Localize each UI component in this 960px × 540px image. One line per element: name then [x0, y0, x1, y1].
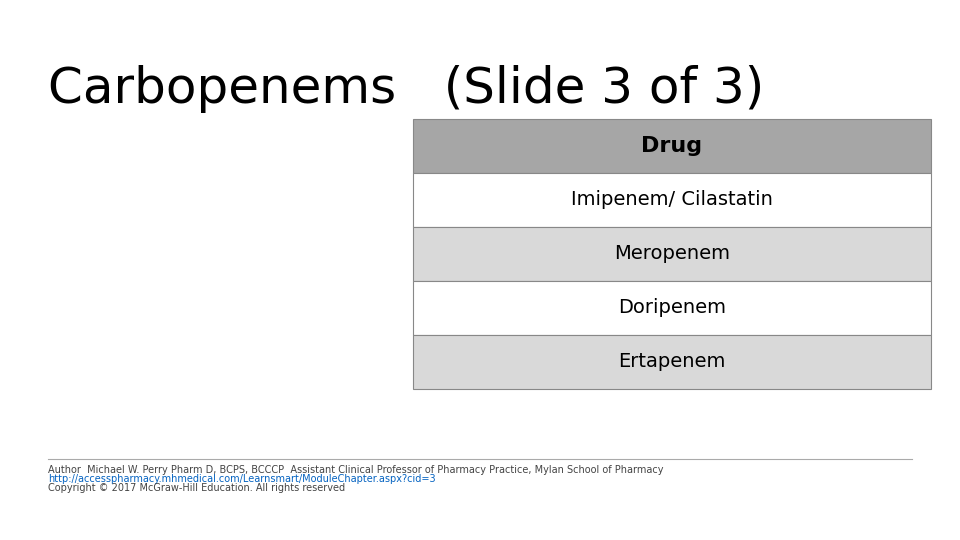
Text: Imipenem/ Cilastatin: Imipenem/ Cilastatin [571, 190, 773, 210]
Text: Ertapenem: Ertapenem [618, 352, 726, 372]
Text: http://accesspharmacy.mhmedical.com/Learnsmart/ModuleChapter.aspx?cid=3: http://accesspharmacy.mhmedical.com/Lear… [48, 474, 436, 484]
Text: Drug: Drug [641, 136, 703, 156]
Text: Doripenem: Doripenem [618, 298, 726, 318]
Text: Meropenem: Meropenem [614, 244, 730, 264]
Text: Copyright © 2017 McGraw-Hill Education. All rights reserved: Copyright © 2017 McGraw-Hill Education. … [48, 483, 346, 493]
Text: Author  Michael W. Perry Pharm D, BCPS, BCCCP  Assistant Clinical Professor of P: Author Michael W. Perry Pharm D, BCPS, B… [48, 465, 663, 476]
Text: Carbopenems   (Slide 3 of 3): Carbopenems (Slide 3 of 3) [48, 65, 764, 113]
